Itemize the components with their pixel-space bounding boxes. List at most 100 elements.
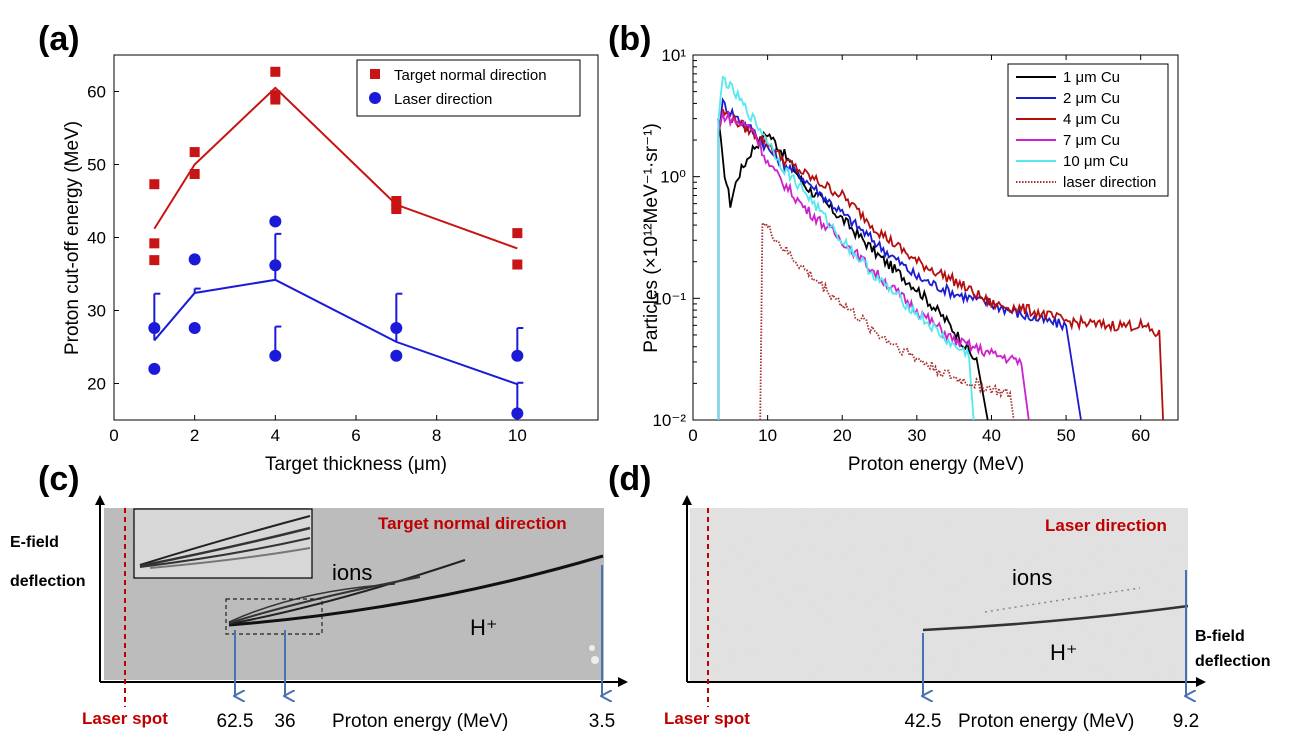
panel-a-marks — [148, 66, 524, 420]
legend-laser-direction-b: laser direction — [1063, 174, 1156, 191]
panel-b-legend-box — [1007, 63, 1169, 197]
panel-c-proton-trace — [228, 554, 604, 627]
data-point-square — [189, 147, 200, 158]
panel-c-title: Target normal direction — [378, 514, 567, 533]
x-tick-label: 0 — [109, 426, 118, 445]
panel-c-inset-trace — [139, 515, 311, 566]
y-tick-label: 50 — [87, 156, 106, 175]
y-tick-label: 10⁻² — [652, 411, 686, 430]
panel-d-noise — [690, 508, 1188, 682]
data-point-square — [149, 255, 160, 266]
panel-c-mark-36: 36 — [274, 711, 295, 732]
panel-d-ion-trace — [984, 587, 1141, 613]
panel-d-bfield-label: B-field — [1195, 628, 1245, 645]
panel-c-ion-trace — [228, 583, 396, 623]
x-tick-label: 10 — [508, 426, 527, 445]
panel-c-detector-image — [104, 508, 604, 680]
panel-b-xlabel: Proton energy (MeV) — [848, 454, 1024, 475]
data-point-square — [270, 66, 281, 77]
data-point-square — [149, 179, 160, 190]
panel-d-label: (d) — [608, 460, 651, 498]
data-point-square — [149, 238, 160, 249]
panel-c-zoom-box — [225, 598, 323, 635]
x-tick-label: 6 — [351, 426, 360, 445]
data-point-circle — [188, 253, 201, 266]
panel-d-proton-trace — [922, 604, 1189, 632]
panel-a-ylabel: Proton cut-off energy (MeV) — [62, 121, 83, 355]
panel-c-mark-62-5: 62.5 — [217, 711, 254, 732]
y-tick-label: 10¹ — [661, 46, 686, 65]
x-tick-label: 4 — [271, 426, 280, 445]
panel-c-ion-trace — [228, 559, 466, 625]
data-point-circle — [511, 407, 524, 420]
data-point-circle — [148, 322, 161, 335]
data-point-circle — [269, 215, 282, 228]
data-point-circle — [269, 349, 282, 362]
panel-d-ions-label: ions — [1012, 565, 1052, 590]
panel-a-legend: Target normal direction Laser direction — [356, 59, 581, 117]
panel-b-legend: 1 μm Cu 2 μm Cu 4 μm Cu 7 μm Cu 10 μm Cu… — [1007, 63, 1169, 197]
x-tick-label: 10 — [758, 426, 777, 445]
y-tick-label: 10⁰ — [660, 168, 686, 187]
panel-b-marks — [717, 75, 1164, 420]
legend-circle-marker — [369, 92, 381, 104]
legend-square-marker — [370, 69, 380, 79]
legend-10um: 10 μm Cu — [1063, 153, 1128, 170]
panel-d-mark-9-2: 9.2 — [1173, 711, 1199, 732]
data-point-circle — [390, 349, 403, 362]
x-tick-label: 20 — [833, 426, 852, 445]
y-tick-label: 40 — [87, 229, 106, 248]
data-point-square — [270, 94, 281, 105]
panel-b-ylabel: Particles (×10¹²MeV⁻¹·sr⁻¹) — [641, 123, 662, 353]
panel-c-inset-trace — [139, 537, 311, 568]
x-tick-label: 30 — [907, 426, 926, 445]
x-tick-label: 2 — [190, 426, 199, 445]
panel-c-deflection-label: deflection — [10, 573, 86, 590]
legend-laser-direction: Laser direction — [394, 91, 492, 108]
panel-c-xaxis-label: Proton energy (MeV) — [332, 711, 508, 732]
spectrum-line — [717, 75, 975, 420]
panel-a-ticks: 0 2 4 6 8 10 20 30 40 50 60 — [87, 83, 527, 446]
data-point-circle — [511, 349, 524, 362]
panel-c-mark-3-5: 3.5 — [589, 711, 615, 732]
panel-b-ticks: 0 10 20 30 40 50 60 10⁻² 10⁻¹ 10⁰ 10¹ — [652, 46, 1150, 445]
x-tick-label: 0 — [688, 426, 697, 445]
panel-c-inset-trace — [139, 526, 311, 568]
y-tick-label: 60 — [87, 83, 106, 102]
x-tick-label: 40 — [982, 426, 1001, 445]
spectrum-line — [717, 109, 1030, 420]
panel-a-legend-box — [356, 59, 581, 117]
panel-d-laser-spot-label: Laser spot — [664, 709, 750, 728]
x-tick-label: 8 — [432, 426, 441, 445]
data-point-circle — [390, 322, 403, 335]
panel-a-label: (a) — [38, 20, 80, 58]
panel-d-title: Laser direction — [1045, 516, 1167, 535]
panel-b-legend-lines — [1016, 76, 1056, 183]
data-point-square — [189, 168, 200, 179]
panel-d-detector-image — [690, 508, 1189, 682]
legend-7um: 7 μm Cu — [1063, 132, 1120, 149]
data-point-square — [512, 259, 523, 270]
panel-d-xaxis-label: Proton energy (MeV) — [958, 711, 1134, 732]
legend-1um: 1 μm Cu — [1063, 69, 1120, 86]
panel-c-label: (c) — [38, 460, 80, 498]
legend-target-normal: Target normal direction — [394, 67, 547, 84]
panel-c-inset-trace — [149, 547, 311, 569]
panel-d-mark-42-5: 42.5 — [905, 711, 942, 732]
panel-c-proton-label: H⁺ — [470, 615, 498, 640]
x-tick-label: 60 — [1131, 426, 1150, 445]
data-point-square — [391, 196, 402, 206]
data-point-square — [391, 204, 402, 215]
panel-c-efield-label: E-field — [10, 534, 59, 551]
spectrum-line — [759, 219, 1015, 420]
panel-b-label: (b) — [608, 20, 651, 58]
panel-c-spot-artifact — [591, 656, 599, 664]
legend-4um: 4 μm Cu — [1063, 111, 1120, 128]
data-point-square — [512, 228, 523, 239]
panel-c-spot-artifact — [589, 645, 595, 651]
panel-d-proton-label: H⁺ — [1050, 640, 1078, 665]
panel-b-chart: 0 10 20 30 40 50 60 10⁻² 10⁻¹ 10⁰ 10¹ 1 μm Cu 2 μm… — [641, 46, 1179, 475]
panel-c-laser-spot-label: Laser spot — [82, 709, 168, 728]
fit-line — [153, 86, 518, 250]
